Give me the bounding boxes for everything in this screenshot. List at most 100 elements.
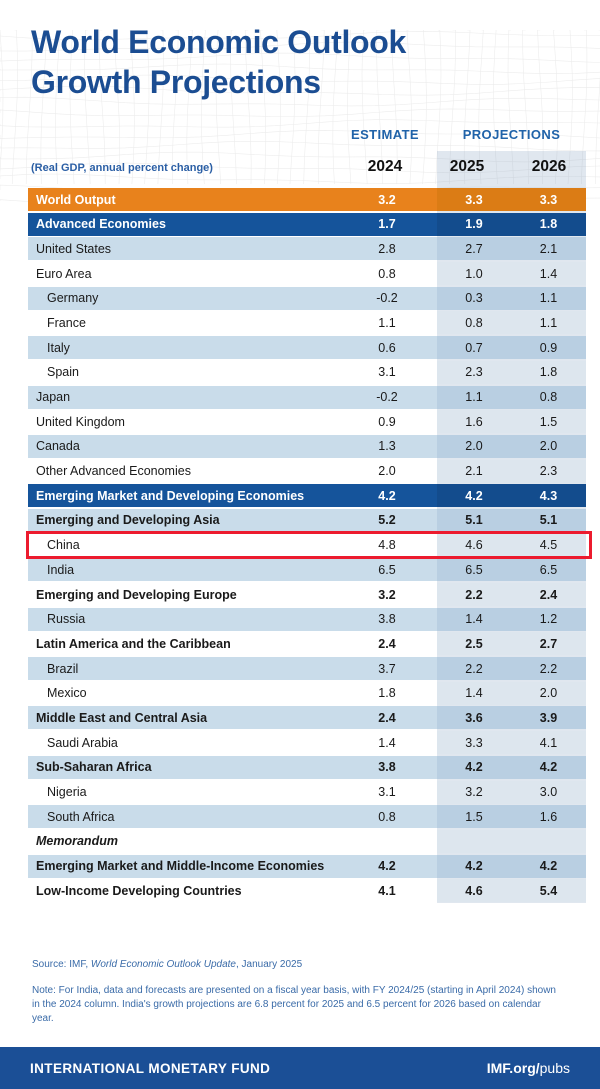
- imf-pubs-link[interactable]: IMF.org/pubs: [487, 1060, 570, 1076]
- value-2026: 1.8: [511, 360, 586, 384]
- table-row: Spain 3.1 2.3 1.8: [28, 360, 586, 384]
- value-2026: 5.4: [511, 879, 586, 903]
- value-2025: 2.2: [437, 657, 511, 681]
- table-row: Euro Area 0.8 1.0 1.4: [28, 262, 586, 286]
- value-2024: -0.2: [376, 291, 398, 306]
- value-2024: 0.6: [378, 340, 396, 355]
- value-2024: 1.3: [378, 439, 396, 454]
- value-2024: 3.7: [378, 661, 396, 676]
- row-label: Euro Area: [36, 266, 92, 281]
- value-2025: 2.0: [437, 434, 511, 458]
- row-label: Germany: [47, 291, 99, 306]
- value-2026: 4.5: [511, 533, 586, 557]
- value-2026: 4.2: [511, 755, 586, 779]
- value-2026: 2.0: [511, 434, 586, 458]
- table-row: Canada 1.3 2.0 2.0: [28, 434, 586, 458]
- value-2026: 0.9: [511, 336, 586, 360]
- table-row: Germany -0.2 0.3 1.1: [28, 286, 586, 310]
- row-label: Advanced Economies: [36, 217, 166, 232]
- value-2025: 1.6: [437, 410, 511, 434]
- value-2024: 3.8: [378, 612, 396, 627]
- value-2025: 1.1: [437, 385, 511, 409]
- value-2026: [511, 829, 586, 853]
- value-2026: 2.4: [511, 583, 586, 606]
- row-label: Italy: [47, 340, 70, 355]
- value-2024: 0.9: [378, 414, 396, 429]
- imf-org-bold: IMF.org/: [486, 1060, 540, 1076]
- value-2025: 1.5: [437, 805, 511, 829]
- value-2026: 3.9: [511, 706, 586, 730]
- row-label: Emerging Market and Developing Economies: [36, 488, 305, 503]
- year-header-2026: 2026: [531, 158, 567, 175]
- value-2025: [437, 829, 511, 853]
- row-label: United Kingdom: [36, 414, 125, 429]
- value-2026: 2.7: [511, 632, 586, 656]
- row-label: Memorandum: [36, 834, 118, 849]
- table-row: United States 2.8 2.7 2.1: [28, 237, 586, 261]
- value-2025: 3.2: [437, 780, 511, 804]
- table-row: Advanced Economies 1.7 1.9 1.8: [28, 212, 586, 236]
- value-2025: 1.0: [437, 262, 511, 286]
- source-publication: World Economic Outlook Update: [90, 959, 236, 970]
- value-2024: 4.2: [378, 488, 396, 503]
- table-row: Emerging Market and Developing Economies…: [28, 484, 586, 508]
- title-line-2: Growth Projections: [31, 64, 321, 100]
- table-subtitle: (Real GDP, annual percent change): [31, 162, 213, 174]
- row-label: Spain: [47, 365, 79, 380]
- value-2024: [337, 830, 437, 853]
- row-label: Emerging Market and Middle-Income Econom…: [36, 859, 325, 874]
- value-2024: 3.2: [378, 192, 396, 207]
- row-label: Emerging and Developing Europe: [36, 587, 237, 602]
- table-row: Latin America and the Caribbean 2.4 2.5 2.7: [28, 632, 586, 656]
- table-row: World Output 3.2 3.3 3.3: [28, 188, 586, 211]
- row-label: India: [47, 562, 75, 577]
- value-2025: 4.2: [437, 484, 511, 508]
- value-2025: 3.3: [437, 188, 511, 211]
- value-2026: 4.3: [511, 484, 586, 508]
- imf-wordmark: INTERNATIONAL MONETARY FUND: [30, 1060, 271, 1076]
- value-2025: 0.7: [437, 336, 511, 360]
- value-2024: 2.0: [378, 464, 396, 479]
- value-2026: 0.8: [511, 385, 586, 409]
- projections-table: World Output 3.2 3.3 3.3 Advanced Economies 1…: [26, 188, 592, 904]
- row-label: China: [47, 538, 80, 553]
- value-2026: 3.0: [511, 780, 586, 804]
- value-2025: 0.3: [437, 286, 511, 310]
- value-2025: 4.6: [437, 879, 511, 903]
- value-2024: 3.8: [378, 760, 396, 775]
- value-2024: 0.8: [378, 266, 396, 281]
- row-label: Canada: [36, 439, 80, 454]
- value-2025: 2.3: [437, 360, 511, 384]
- value-2024: 0.8: [378, 809, 396, 824]
- value-2024: 4.8: [378, 538, 396, 553]
- value-2026: 3.3: [511, 188, 586, 211]
- value-2024: -0.2: [376, 390, 398, 404]
- source-prefix: Source: IMF,: [32, 959, 91, 970]
- row-label: South Africa: [47, 809, 115, 824]
- value-2024: 1.4: [378, 735, 396, 750]
- row-label: Middle East and Central Asia: [36, 710, 208, 725]
- table-row: Nigeria 3.1 3.2 3.0: [28, 780, 586, 804]
- row-label: Latin America and the Caribbean: [36, 636, 231, 651]
- value-2024: 1.8: [378, 686, 396, 701]
- value-2026: 2.0: [511, 681, 586, 705]
- row-label: France: [47, 315, 86, 330]
- row-label: United States: [36, 241, 112, 256]
- value-2024: 5.2: [378, 513, 396, 528]
- title-line-1: World Economic Outlook: [31, 24, 407, 60]
- value-2025: 2.2: [437, 583, 511, 606]
- value-2026: 1.6: [511, 805, 586, 829]
- value-2026: 6.5: [511, 558, 586, 582]
- value-2026: 2.2: [511, 657, 586, 681]
- value-2024: 6.5: [378, 562, 396, 577]
- estimate-column-header: ESTIMATE: [351, 127, 419, 142]
- table-row: Sub-Saharan Africa 3.8 4.2 4.2: [28, 755, 586, 779]
- table-row: United Kingdom 0.9 1.6 1.5: [28, 410, 586, 434]
- value-2026: 1.1: [511, 286, 586, 310]
- page-title: World Economic Outlook Growth Projection…: [31, 22, 406, 102]
- source-line: Source: IMF, World Economic Outlook Upda…: [32, 959, 302, 970]
- value-2024: 3.1: [378, 365, 396, 380]
- value-2025: 3.3: [437, 731, 511, 755]
- value-2026: 4.1: [511, 731, 586, 755]
